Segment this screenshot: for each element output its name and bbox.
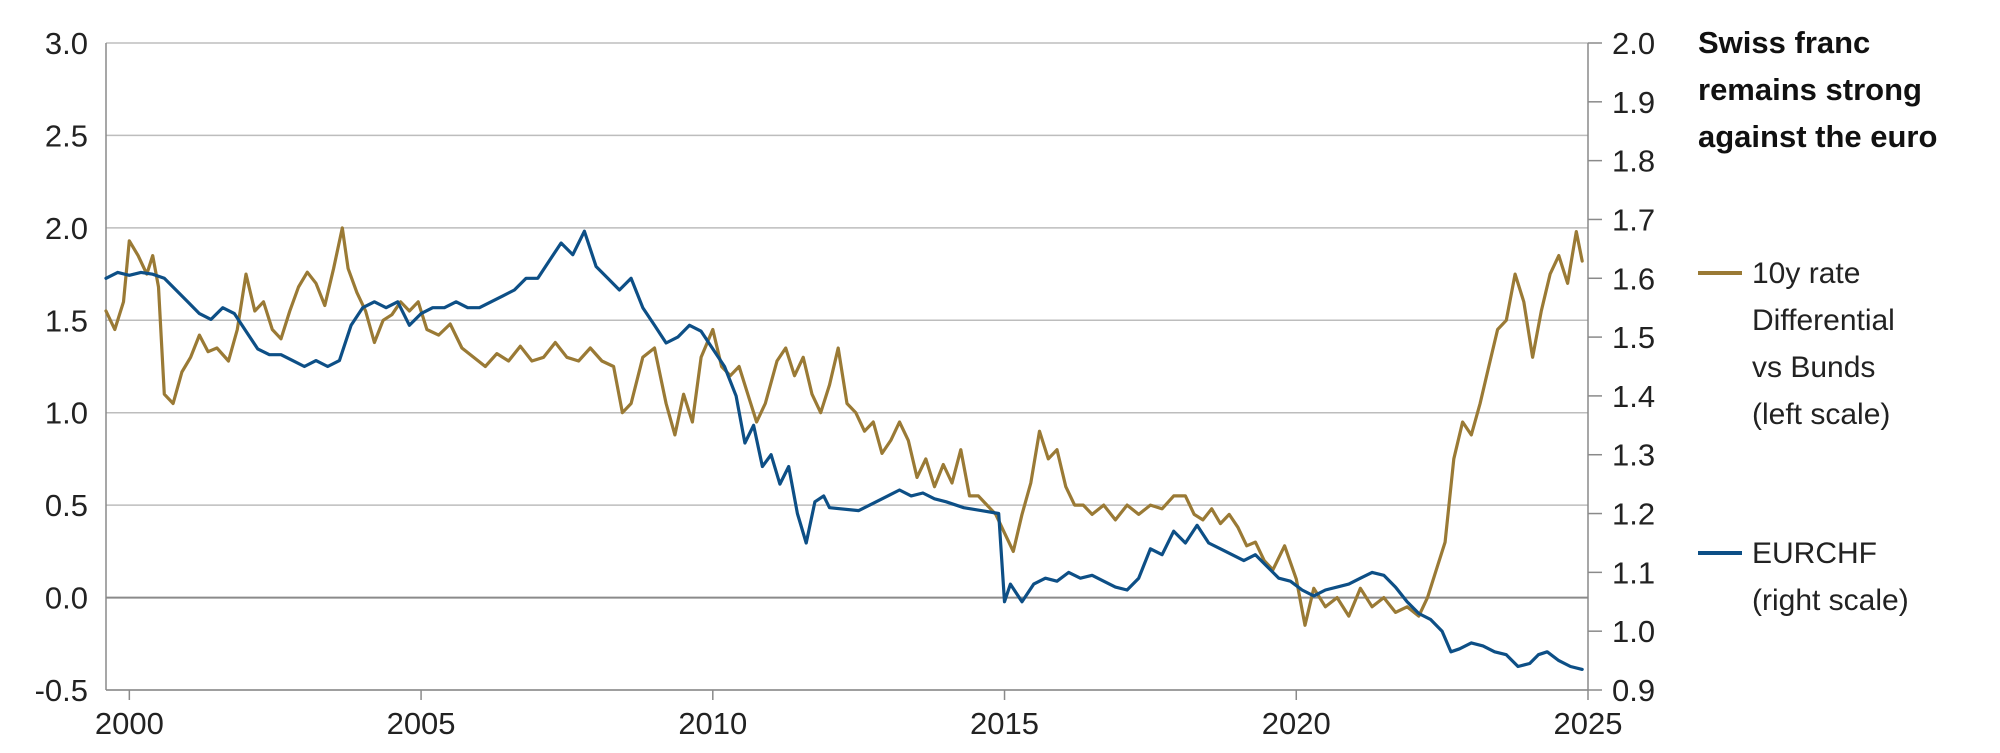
x-tick-label: 2005 [387, 706, 456, 741]
left-tick-label: 1.5 [45, 303, 88, 338]
x-tick-label: 2000 [95, 706, 164, 741]
x-tick-label: 2025 [1554, 706, 1623, 741]
x-tick-label: 2015 [970, 706, 1039, 741]
title-line-2: remains strong [1698, 72, 1922, 107]
left-tick-label: 3.0 [45, 26, 88, 61]
left-tick-label: 2.0 [45, 211, 88, 246]
x-axis-ticks: 2000 2005 2010 2015 2020 2025 [95, 690, 1623, 741]
series-lines [104, 226, 1584, 671]
left-tick-label: 0.0 [45, 581, 88, 616]
right-tick-label: 1.7 [1612, 202, 1655, 237]
right-tick-label: 1.9 [1612, 85, 1655, 120]
right-tick-label: 1.5 [1612, 320, 1655, 355]
left-axis-ticks: 3.0 2.5 2.0 1.5 1.0 0.5 0.0 -0.5 [35, 26, 88, 708]
right-tick-label: 1.0 [1612, 614, 1655, 649]
left-tick-label: -0.5 [35, 673, 88, 708]
right-tick-label: 2.0 [1612, 26, 1655, 61]
x-tick-label: 2020 [1262, 706, 1331, 741]
legend-label-rate-line-2: Differential [1752, 304, 1895, 337]
series-line-eurchf [104, 229, 1584, 671]
right-tick-label: 1.4 [1612, 379, 1655, 414]
x-tick-label: 2010 [678, 706, 747, 741]
legend-label-eurchf-line-2: (right scale) [1752, 584, 1909, 617]
series-line-rate-differential [104, 226, 1584, 627]
right-tick-label: 1.3 [1612, 438, 1655, 473]
legend-label-rate-line-3: vs Bunds [1752, 351, 1875, 384]
legend-label-rate-line-1: 10y rate [1752, 257, 1860, 290]
plot-frame [105, 43, 1589, 691]
right-tick-label: 1.8 [1612, 144, 1655, 179]
chart-title: Swiss franc remains strong against the e… [1698, 25, 1937, 154]
left-tick-label: 2.5 [45, 118, 88, 153]
right-axis-ticks: 2.0 1.9 1.8 1.7 1.6 1.5 1.4 1.3 1.2 1.1 1.0 0.9 [1588, 26, 1655, 708]
right-tick-label: 1.2 [1612, 497, 1655, 532]
right-tick-label: 1.6 [1612, 261, 1655, 296]
title-line-1: Swiss franc [1698, 25, 1870, 60]
left-tick-label: 0.5 [45, 488, 88, 523]
legend: 10y rate Differential vs Bunds (left sca… [1698, 257, 1909, 617]
right-tick-label: 1.1 [1612, 555, 1655, 590]
title-line-3: against the euro [1698, 119, 1937, 154]
legend-label-rate-line-4: (left scale) [1752, 398, 1890, 431]
legend-label-eurchf-line-1: EURCHF [1752, 537, 1877, 570]
right-tick-label: 0.9 [1612, 673, 1655, 708]
left-tick-label: 1.0 [45, 396, 88, 431]
